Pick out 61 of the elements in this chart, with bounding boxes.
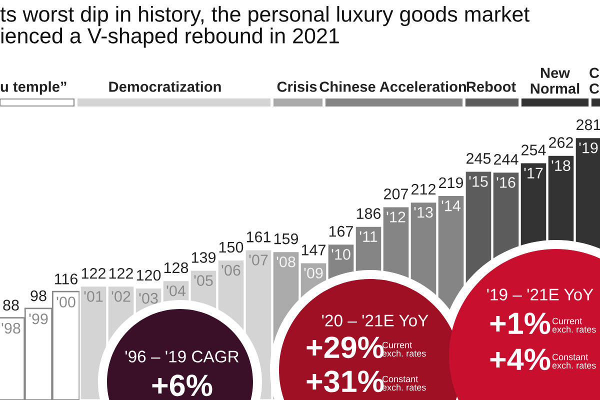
x-tick-label: '08 — [276, 256, 296, 268]
data-label: 245 — [466, 153, 491, 164]
data-label: 122 — [109, 268, 133, 279]
x-tick-label: '16 — [496, 177, 516, 188]
x-tick-label: '05 — [194, 275, 213, 286]
data-label: 88 — [3, 300, 19, 311]
x-tick-label: '14 — [442, 200, 461, 212]
x-tick-label: '06 — [222, 264, 240, 276]
data-label: 98 — [30, 290, 46, 302]
data-label: 139 — [192, 252, 216, 263]
annotation: '20 – '21E YoY — [322, 314, 428, 326]
x-tick-label: '02 — [112, 291, 130, 302]
annotation: +1% — [490, 312, 550, 334]
text: Democratization — [109, 81, 221, 92]
x-tick-label: '03 — [139, 292, 158, 304]
x-tick-label: '01 — [84, 291, 103, 302]
data-label: 159 — [274, 233, 298, 244]
x-tick-label: '13 — [414, 206, 433, 218]
annotation: +4% — [490, 348, 550, 370]
annotation: '19 – '21E YoY — [487, 288, 594, 300]
x-tick-label: '17 — [524, 168, 543, 178]
text: Chinese Acceleration — [320, 81, 466, 92]
data-label: 244 — [494, 154, 518, 165]
data-label: 167 — [329, 226, 353, 237]
data-label: 207 — [384, 188, 408, 200]
annotation: +29% — [306, 336, 384, 358]
text: Crisis — [277, 81, 317, 92]
data-label: 254 — [522, 144, 546, 156]
annotation: Current exch. rates — [552, 318, 596, 333]
data-label: 161 — [246, 232, 270, 242]
x-tick-label: '04 — [166, 285, 186, 296]
annotation: '96 – '19 CAGR — [125, 350, 239, 362]
x-tick-label: '18 — [552, 160, 570, 172]
annotation: Constant exch. rates — [552, 354, 596, 369]
text: u temple” — [0, 81, 66, 95]
x-tick-label: '07 — [249, 254, 268, 266]
data-label: 120 — [136, 270, 161, 281]
x-tick-label: '00 — [56, 296, 76, 308]
data-label: 219 — [439, 177, 464, 188]
text: New Normal — [530, 68, 580, 94]
data-label: 116 — [54, 274, 78, 284]
annotation: +6% — [152, 374, 212, 396]
data-label: 128 — [164, 262, 188, 274]
data-label: 212 — [412, 184, 436, 195]
x-tick-label: '19 — [579, 142, 598, 154]
x-tick-label: '10 — [332, 249, 350, 260]
data-label: 150 — [219, 242, 244, 253]
annotation: +31% — [306, 370, 384, 392]
x-tick-label: '11 — [360, 231, 378, 242]
data-label: 262 — [549, 137, 573, 148]
data-label: 147 — [302, 244, 326, 256]
text: C C — [590, 68, 600, 94]
x-tick-label: '12 — [386, 212, 406, 222]
data-label: 122 — [82, 268, 106, 279]
x-tick-label: '09 — [304, 268, 323, 279]
chart-title: ts worst dip in history, the personal luxury goods market ienced a V-shaped rebound in 2021 — [0, 6, 530, 48]
x-tick-label: '98 — [2, 322, 20, 334]
x-tick-label: '15 — [469, 176, 488, 187]
text: Reboot — [466, 81, 516, 92]
x-tick-label: '99 — [29, 313, 48, 324]
data-label: 186 — [356, 208, 381, 219]
